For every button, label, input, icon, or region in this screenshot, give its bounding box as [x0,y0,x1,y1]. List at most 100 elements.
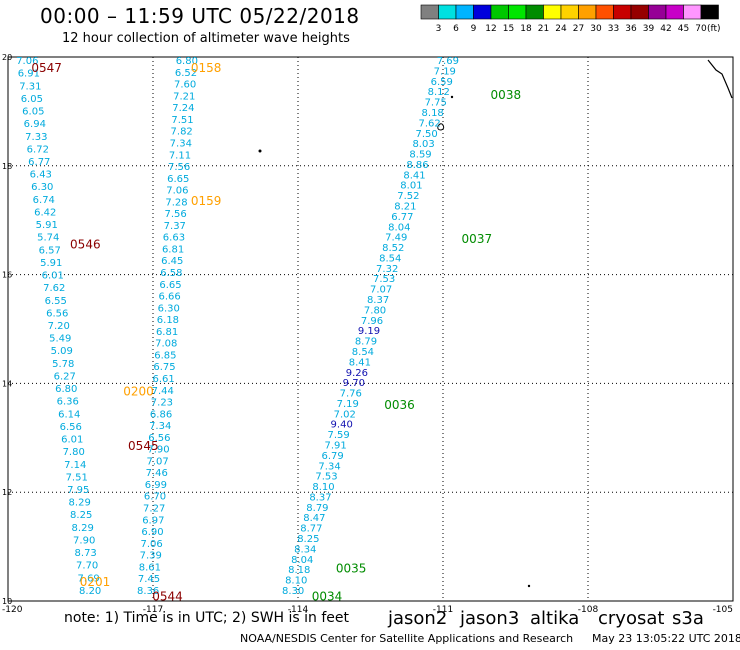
track-wave-height-value: 7.31 [19,81,41,92]
track-wave-height-value: 5.91 [40,258,62,269]
track-wave-height-value: 6.58 [160,268,182,279]
track-wave-height-value: 6.30 [31,182,53,193]
color-scale-label: 70 [695,24,707,34]
track-wave-height-value: 6.72 [27,144,49,155]
track-wave-height-value: 6.45 [161,256,183,267]
satellite-label-jason2: jason2 [388,608,448,629]
track-wave-height-value: 8.29 [69,498,91,509]
latitude-tick-label: 16 [2,271,12,280]
track-wave-height-value: 6.57 [39,245,61,256]
track-wave-height-value: 6.90 [141,527,163,538]
track-wave-height-value: 7.45 [138,574,160,585]
map-title: 00:00 – 11:59 UTC 05/22/2018 [40,4,360,28]
track-wave-height-value: 6.65 [159,280,181,291]
track-wave-height-value: 7.07 [146,456,168,467]
color-scale-label: 39 [643,24,655,34]
track-wave-height-value: 8.52 [382,243,404,254]
track-wave-height-value: 7.46 [146,468,168,479]
track-wave-height-value: 7.91 [324,440,346,451]
color-scale-label: 15 [503,24,514,34]
pass-time-label: 0201 [80,575,111,589]
island-dot [527,584,531,588]
track-wave-height-value: 8.37 [367,295,389,306]
track-wave-height-value: 5.49 [49,334,71,345]
track-wave-height-value: 6.61 [153,374,175,385]
satellite-label-s3a: s3a [672,608,704,629]
track-wave-height-value: 8.01 [400,181,422,192]
track-wave-height-value: 6.59 [431,77,453,88]
track-wave-height-value: 8.04 [388,222,410,233]
track-wave-height-value: 6.27 [54,371,76,382]
track-wave-height-value: 6.56 [60,422,82,433]
track-wave-height-value: 7.08 [155,339,177,350]
satellite-label-jason3: jason3 [460,608,520,629]
track-wave-height-value: 7.51 [171,115,193,126]
track-wave-height-value: 8.30 [282,586,304,597]
latitude-tick-label: 12 [2,488,12,497]
track-wave-height-value: 7.19 [434,66,456,77]
track-wave-height-value: 7.06 [140,539,162,550]
track-wave-height-value: 6.01 [61,435,83,446]
color-scale-label: 42 [660,24,671,34]
pass-time-label: 0200 [123,385,154,399]
track-wave-height-value: 7.62 [419,118,441,129]
pass-time-label: 0038 [491,88,522,102]
track-wave-height-value: 8.47 [303,513,325,524]
track-wave-height-value: 8.20 [79,586,101,597]
track-wave-height-value: 5.09 [51,346,73,357]
pass-time-label: 0546 [70,238,101,252]
track-wave-height-value: 9.19 [358,326,380,337]
track-wave-height-value: 6.55 [45,296,67,307]
track-wave-height-value: 9.70 [343,378,365,389]
track-wave-height-value: 7.69 [78,573,100,584]
track-wave-height-value: 8.10 [312,482,334,493]
track-wave-height-value: 6.05 [21,94,43,105]
pass-time-label: 0547 [31,61,62,75]
color-scale-swatch [508,4,527,20]
track-wave-height-value: 7.96 [361,316,383,327]
track-wave-height-value: 8.86 [406,160,428,171]
track-wave-height-value: 8.25 [70,510,92,521]
color-scale-swatch [630,4,649,20]
color-scale-swatch [473,4,492,20]
color-scale-label: 33 [608,24,619,34]
track-wave-height-value: 7.90 [147,445,169,456]
pass-time-label: 0035 [336,561,367,575]
island-dot [450,95,454,99]
latitude-tick-label: 18 [2,162,12,171]
color-scale-label: 24 [555,24,567,34]
track-wave-height-value: 7.33 [25,132,47,143]
track-wave-height-value: 8.37 [309,492,331,503]
color-scale-swatch [438,4,457,20]
color-scale-swatch [700,4,719,20]
track-wave-height-value: 6.85 [154,350,176,361]
track-wave-height-value: 7.56 [168,162,190,173]
track-wave-height-value: 7.51 [66,472,88,483]
track-wave-height-value: 6.80 [55,384,77,395]
color-scale-swatch [455,4,474,20]
track-wave-height-value: 7.21 [173,91,195,102]
track-wave-height-value: 7.60 [174,80,196,91]
color-scale-label: 6 [453,24,459,34]
longitude-tick-label: -117 [143,605,163,615]
track-wave-height-value: 6.70 [144,492,166,503]
track-wave-height-value: 6.77 [28,157,50,168]
track-wave-height-value: 7.69 [437,56,459,67]
track-wave-height-value: 7.11 [169,150,191,161]
map-subtitle: 12 hour collection of altimeter wave hei… [62,31,350,46]
track-wave-height-value: 7.70 [76,561,98,572]
track-wave-height-value: 7.39 [140,551,162,562]
coastline-fragment [707,59,733,99]
longitude-tick-label: -105 [713,605,733,615]
track-wave-height-value: 7.34 [318,461,340,472]
track-wave-height-value: 5.74 [37,233,59,244]
color-scale-label: 45 [678,24,689,34]
track-wave-height-value: 7.95 [67,485,89,496]
track-wave-height-value: 7.23 [151,398,173,409]
track-wave-height-value: 9.26 [346,368,368,379]
track-wave-height-value: 8.61 [139,562,161,573]
track-wave-height-value: 7.28 [165,197,187,208]
track-wave-height-value: 6.91 [18,69,40,80]
track-wave-height-value: 8.54 [379,253,401,264]
pass-time-label: 0545 [128,439,159,453]
